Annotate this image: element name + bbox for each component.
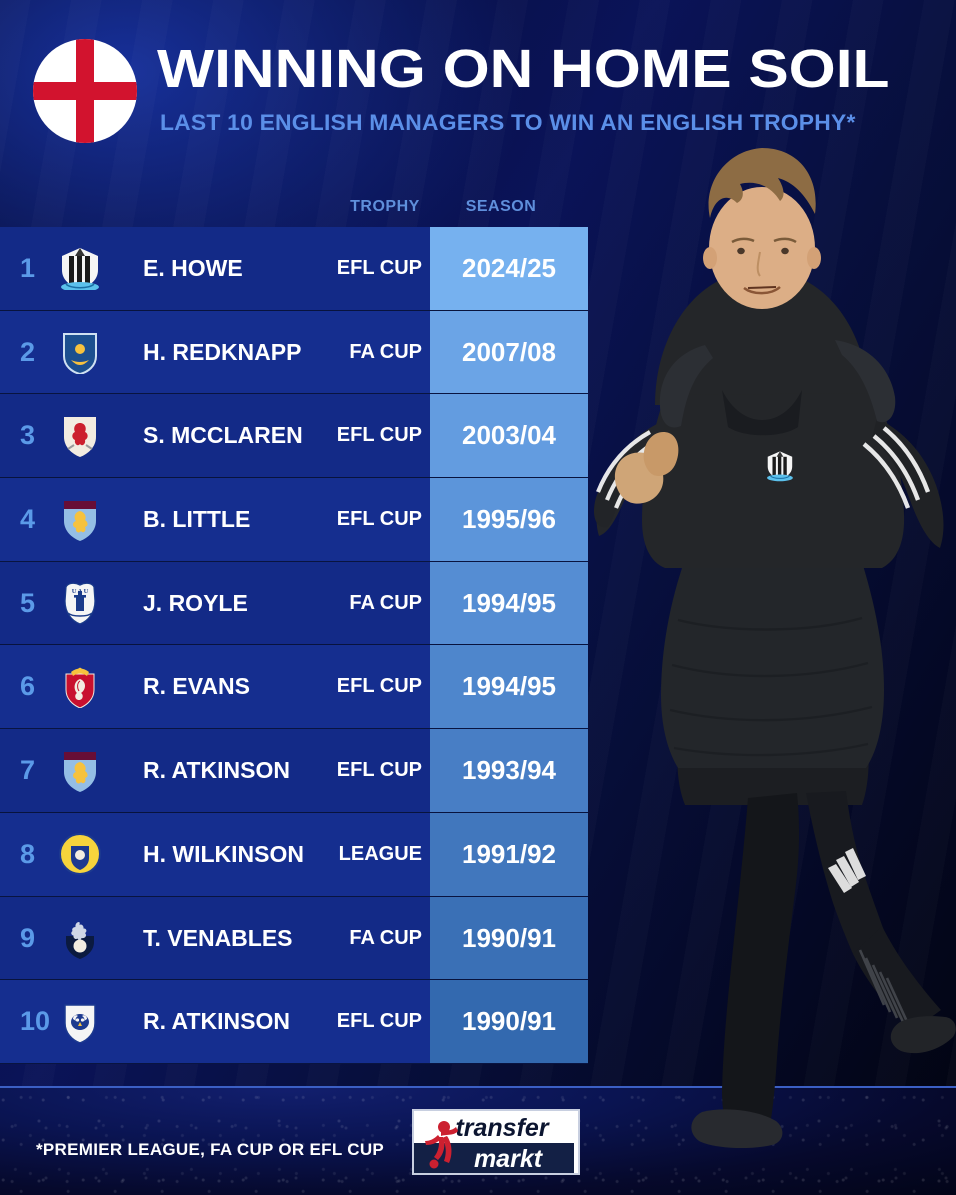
svg-text:transfer: transfer [455, 1114, 549, 1142]
svg-text:markt: markt [474, 1145, 544, 1173]
